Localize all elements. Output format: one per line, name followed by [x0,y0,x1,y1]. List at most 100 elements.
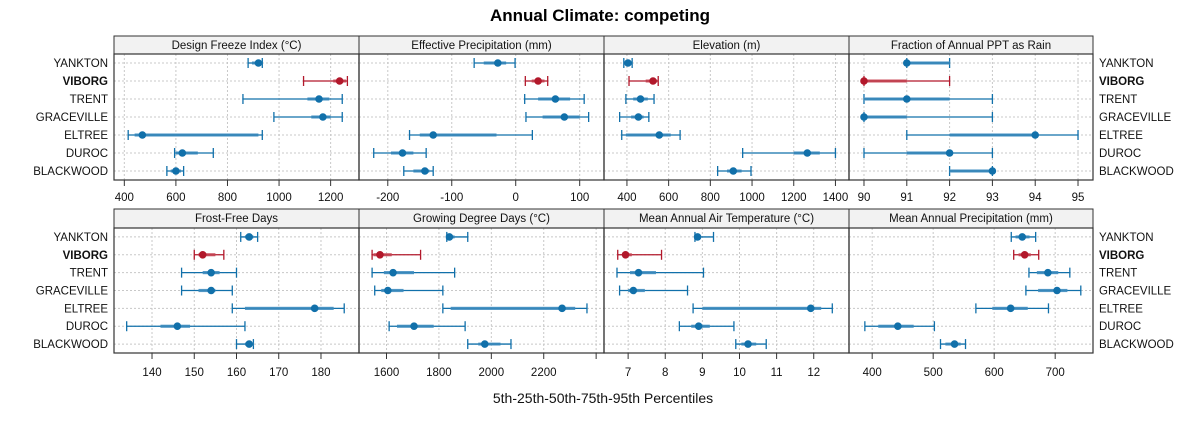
site-label: BLACKWOOD [1099,339,1174,351]
panel-title: Mean Annual Air Temperature (°C) [639,213,814,225]
median-point [894,322,902,331]
site-label: DUROC [1099,148,1141,160]
site-label: YANKTON [1099,58,1154,70]
site-label: TRENT [1099,94,1137,106]
x-tick-label: 800 [218,192,237,204]
site-label: GRACEVILLE [36,112,109,124]
x-tick-label: 140 [142,367,161,379]
median-point [173,322,182,331]
site-label: BLACKWOOD [33,339,108,351]
median-point [806,304,815,313]
median-point [445,233,454,241]
panel-1: Design Freeze Index (°C) 400 600 800 1000 120… [33,35,360,204]
median-point [729,167,738,175]
x-tick-label: -100 [440,192,463,204]
x-tick-label: 8 [662,367,668,379]
median-point [860,113,868,121]
median-point [902,95,911,103]
x-tick-label: 92 [943,192,956,204]
panel-5: Frost-Free Days 140 150 160 170 180 YANKTON VIB… [33,208,360,379]
median-point [558,304,566,313]
x-tick-label: 93 [986,192,999,204]
median-point [1044,268,1052,277]
median-point [1018,233,1027,241]
site-label: DUROC [66,321,108,333]
site-label: ELTREE [64,130,108,142]
median-point [636,95,645,103]
x-tick-label: 2200 [531,367,557,379]
site-label: VIBORG [1099,250,1144,262]
site-label: ELTREE [64,303,108,315]
x-tick-label: 700 [1046,367,1065,379]
x-tick-label: 800 [701,192,720,204]
x-tick-label: 600 [985,367,1004,379]
site-label: YANKTON [1099,232,1154,244]
site-label: GRACEVILLE [1099,112,1172,124]
x-tick-label: -200 [376,192,399,204]
median-point [245,233,253,241]
median-point [198,250,207,259]
median-point [319,113,327,121]
x-tick-label: 100 [570,192,589,204]
median-point [1053,286,1061,295]
x-tick-label: 1600 [374,367,400,379]
median-point [480,340,489,348]
median-point [335,77,344,85]
panel-4: Fraction of Annual PPT as Rain 90 91 92 93 94… [848,35,1174,204]
site-label: VIBORG [63,250,108,262]
median-point [621,250,630,259]
x-tick-label: 150 [185,367,204,379]
median-point [421,167,429,175]
site-label: DUROC [1099,321,1141,333]
site-label: TRENT [70,268,108,280]
site-label: TRENT [1099,268,1137,280]
site-label: TRENT [70,94,108,106]
x-tick-label: 94 [1029,192,1042,204]
median-point [534,77,542,85]
median-point [310,304,319,313]
site-label: BLACKWOOD [33,166,108,178]
median-point [494,59,502,67]
panel-title: Design Freeze Index (°C) [172,40,302,52]
median-point [694,322,703,331]
median-point [744,340,752,348]
site-label: DUROC [66,148,108,160]
x-tick-label: 400 [863,367,882,379]
panel-7: Mean Annual Air Temperature (°C) 7 8 9 10 11 1… [603,208,850,379]
x-tick-label: 1200 [781,192,807,204]
median-point [988,167,997,175]
site-label: VIBORG [1099,76,1144,88]
median-point [172,167,180,175]
site-label: GRACEVILLE [36,286,109,298]
x-tick-label: 180 [311,367,330,379]
site-label: BLACKWOOD [1099,166,1174,178]
median-point [560,113,569,121]
x-tick-label: 95 [1072,192,1085,204]
x-tick-label: 1800 [426,367,452,379]
median-point [649,77,657,85]
site-label: GRACEVILLE [1099,286,1172,298]
x-tick-label: 91 [900,192,913,204]
median-point [245,340,253,348]
median-point [1020,250,1029,259]
median-point [629,286,638,295]
x-tick-label: 90 [858,192,871,204]
x-tick-label: 7 [625,367,631,379]
panel-border [848,53,1094,181]
x-tick-label: 2000 [479,367,505,379]
x-tick-label: 9 [699,367,705,379]
x-tick-label: 170 [269,367,288,379]
x-tick-label: 0 [513,192,519,204]
panel-6: Growing Degree Days (°C) 1600 1800 2000 2200 [358,208,605,379]
median-point [178,149,187,157]
median-point [1006,304,1015,313]
median-point [429,131,438,139]
x-tick-label: 10 [733,367,746,379]
panel-title: Frost-Free Days [195,213,278,225]
x-tick-label: 12 [807,367,820,379]
chart-title: Annual Climate: competing [490,6,710,25]
median-point [398,149,407,157]
x-tick-label: 400 [115,192,134,204]
